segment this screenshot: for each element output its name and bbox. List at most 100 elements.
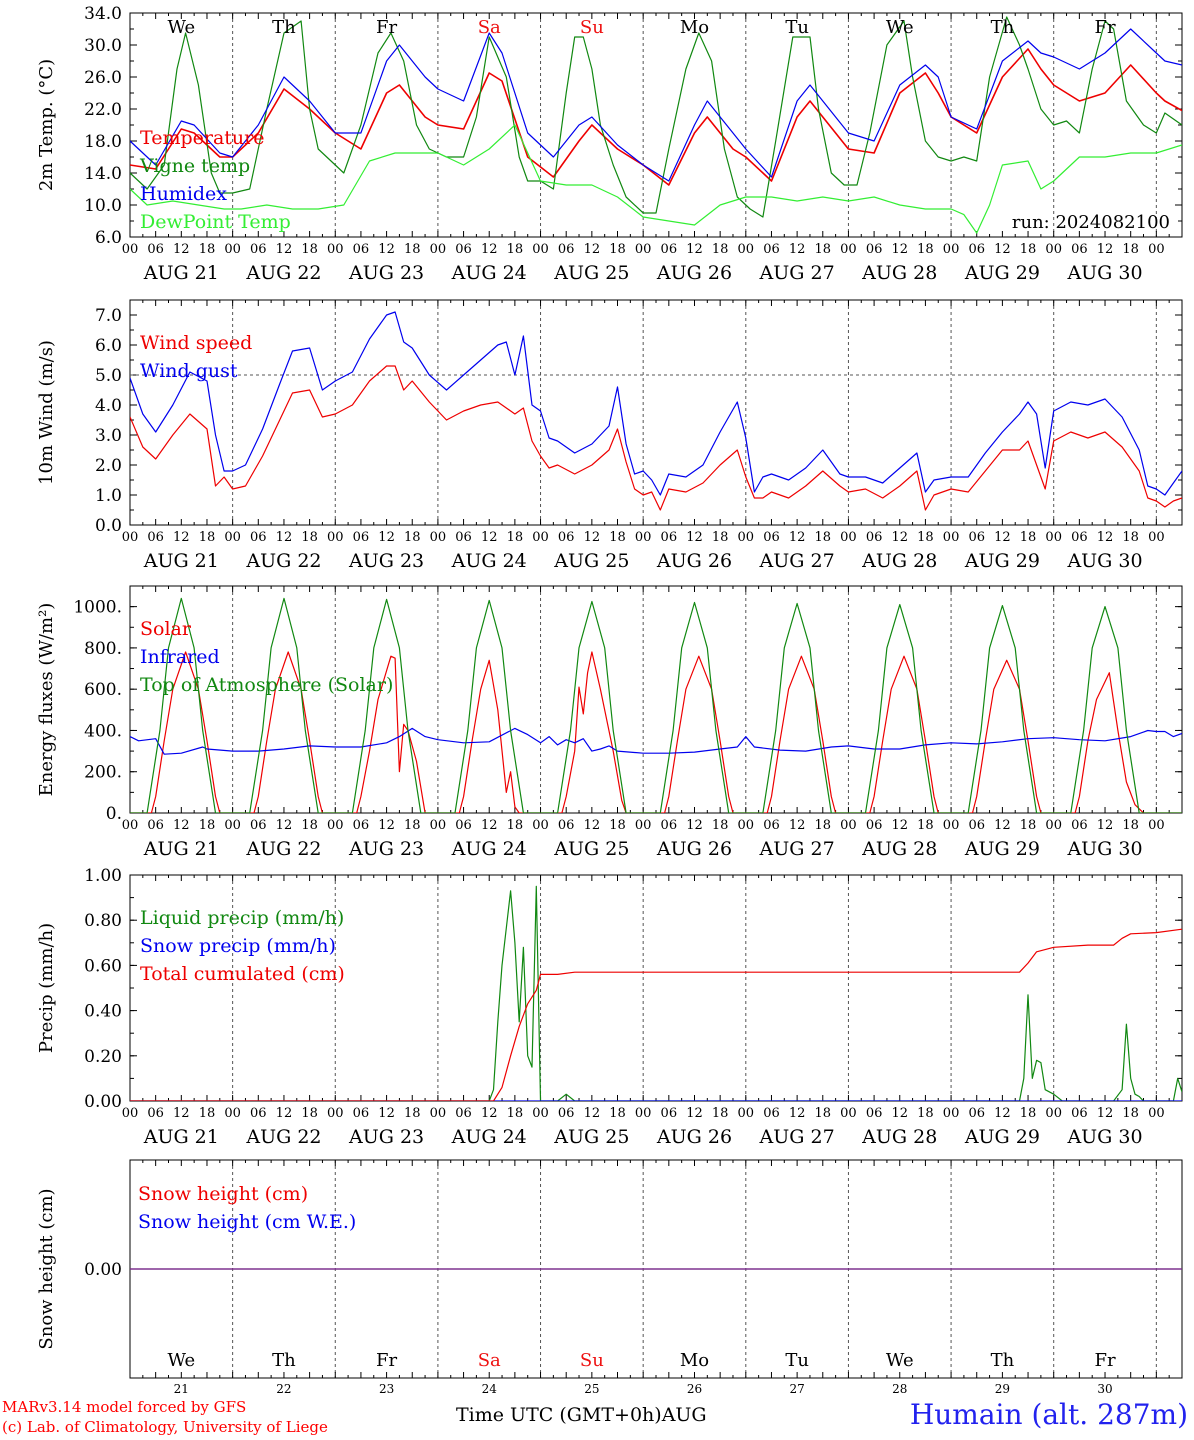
hour-tick-label: 00 (224, 530, 241, 545)
hour-tick-label: 12 (789, 242, 806, 257)
hour-tick-label: 12 (789, 1106, 806, 1121)
weekday-label: Th (272, 1350, 296, 1371)
hour-tick-label: 18 (199, 242, 216, 257)
model-credit: MARv3.14 model forced by GFS (2, 1398, 247, 1416)
hour-tick-label: 00 (430, 818, 447, 833)
panel-snow: 0.00 Snow height (cm) Snow height (cm) Snow… (36, 1159, 1183, 1396)
hour-tick-label: 18 (815, 530, 832, 545)
hour-tick-label: 06 (353, 818, 370, 833)
hour-tick-label: 12 (686, 530, 703, 545)
weekday-label: Th (991, 1350, 1015, 1371)
day-number-label: 22 (276, 1382, 291, 1396)
day-number-label: 25 (584, 1382, 599, 1396)
date-label: AUG 24 (451, 838, 527, 860)
hour-tick-label: 12 (378, 1106, 395, 1121)
y-tick-label: 30.0 (84, 36, 122, 56)
date-label: AUG 29 (964, 550, 1040, 572)
weekday-label: Fr (376, 17, 397, 38)
y-tick-label: 22.0 (84, 100, 122, 120)
hour-tick-label: 12 (276, 818, 293, 833)
hour-tick-label: 06 (147, 1106, 164, 1121)
hour-tick-label: 18 (1122, 1106, 1139, 1121)
date-label: AUG 25 (553, 838, 629, 860)
hour-tick-label: 18 (301, 242, 318, 257)
hour-tick-label: 00 (635, 530, 652, 545)
hour-tick-label: 06 (353, 1106, 370, 1121)
hour-tick-label: 12 (891, 242, 908, 257)
day-number-label: 21 (174, 1382, 189, 1396)
legend-entry: Snow height (cm W.E.) (138, 1211, 356, 1233)
panel-precip: 0.00 0.20 0.40 0.60 0.80 1.00 Precip (mm/h) Liq… (36, 866, 1183, 1148)
hour-tick-label: 12 (1097, 1106, 1114, 1121)
date-label: AUG 26 (656, 262, 732, 284)
day-number-label: 24 (482, 1382, 498, 1396)
hour-tick-label: 06 (250, 242, 267, 257)
hour-tick-label: 06 (147, 818, 164, 833)
hour-tick-label: 00 (122, 818, 139, 833)
legend-entry: Snow height (cm) (138, 1183, 308, 1205)
hour-tick-label: 00 (635, 242, 652, 257)
series-group (130, 885, 1182, 1101)
hour-tick-label: 06 (866, 530, 883, 545)
hour-tick-label: 06 (1071, 818, 1088, 833)
hour-tick-label: 12 (173, 1106, 190, 1121)
hour-tick-label: 18 (609, 818, 626, 833)
plot-frame (129, 12, 1183, 238)
date-label: AUG 24 (451, 550, 527, 572)
hour-tick-label: 12 (378, 242, 395, 257)
hour-tick-label: 12 (481, 818, 498, 833)
weekday-label: We (886, 1350, 914, 1371)
hour-tick-label: 00 (224, 242, 241, 257)
date-label: AUG 23 (348, 550, 424, 572)
hour-tick-label: 12 (1097, 242, 1114, 257)
hour-tick-label: 06 (455, 818, 472, 833)
hour-tick-label: 06 (661, 530, 678, 545)
y-tick-label: 14.0 (84, 164, 122, 184)
hour-tick-label: 00 (840, 818, 857, 833)
hour-tick-label: 18 (404, 818, 421, 833)
hour-tick-label: 12 (686, 242, 703, 257)
hour-tick-label: 12 (686, 1106, 703, 1121)
hour-tick-label: 12 (891, 530, 908, 545)
legend-entry: Temperature (140, 127, 264, 149)
series-line-wind-speed (130, 365, 1182, 511)
hour-tick-label: 06 (1071, 1106, 1088, 1121)
hour-tick-label: 06 (968, 1106, 985, 1121)
hour-tick-label: 12 (481, 1106, 498, 1121)
hour-tick-label: 00 (122, 1106, 139, 1121)
date-label: AUG 21 (143, 838, 219, 860)
hour-tick-label: 18 (1122, 818, 1139, 833)
hour-tick-label: 00 (532, 242, 549, 257)
series-line-temperature (130, 48, 1182, 186)
hour-tick-label: 06 (866, 1106, 883, 1121)
date-label: AUG 26 (656, 1126, 732, 1148)
hour-tick-label: 00 (327, 242, 344, 257)
hour-tick-label: 12 (994, 1106, 1011, 1121)
hour-tick-label: 00 (1045, 818, 1062, 833)
station-name: Humain (alt. 287m) (909, 1398, 1188, 1431)
date-label: AUG 29 (964, 838, 1040, 860)
hour-tick-label: 06 (661, 242, 678, 257)
hour-tick-label: 06 (968, 818, 985, 833)
hour-tick-label: 18 (815, 242, 832, 257)
date-label: AUG 22 (245, 1126, 321, 1148)
hour-tick-label: 00 (1045, 1106, 1062, 1121)
hour-tick-label: 00 (738, 530, 755, 545)
hour-tick-label: 06 (866, 818, 883, 833)
hour-tick-label: 12 (1097, 818, 1114, 833)
hour-tick-label: 12 (276, 530, 293, 545)
hour-tick-label: 12 (891, 818, 908, 833)
series-line-vigne-temp (130, 16, 1182, 218)
hour-tick-label: 12 (994, 242, 1011, 257)
hour-tick-label: 18 (1020, 242, 1037, 257)
y-tick-label: 600. (84, 680, 122, 700)
weekday-label: Tu (785, 17, 809, 38)
y-tick-label: 0.0 (95, 516, 122, 536)
date-label: AUG 22 (245, 838, 321, 860)
hour-tick-label: 06 (147, 530, 164, 545)
date-label: AUG 27 (759, 838, 835, 860)
series-group (130, 16, 1182, 234)
y-tick-label: 6.0 (95, 228, 122, 248)
hour-tick-label: 18 (301, 1106, 318, 1121)
hour-tick-label: 06 (353, 530, 370, 545)
